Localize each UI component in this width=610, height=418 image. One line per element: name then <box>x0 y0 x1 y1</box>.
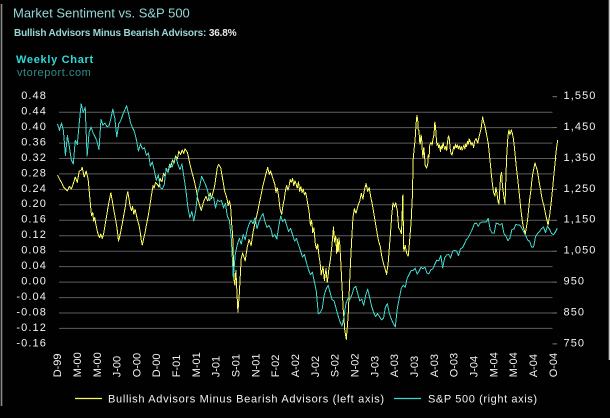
svg-text:-0.04: -0.04 <box>16 291 47 303</box>
svg-text:950: 950 <box>564 276 586 288</box>
svg-text:0.24: 0.24 <box>21 183 47 195</box>
svg-text:O-04: O-04 <box>548 353 560 377</box>
svg-text:0.20: 0.20 <box>21 198 47 210</box>
svg-text:M-01: M-01 <box>191 352 203 377</box>
svg-text:M-04: M-04 <box>488 352 500 377</box>
svg-text:1,150: 1,150 <box>564 214 597 226</box>
svg-text:M-04: M-04 <box>508 352 520 377</box>
svg-text:850: 850 <box>564 306 586 318</box>
svg-text:-0.08: -0.08 <box>16 306 47 318</box>
svg-text:1,550: 1,550 <box>564 90 597 102</box>
svg-text:Bullish Advisors Minus Bearish: Bullish Advisors Minus Bearish Advisors:… <box>14 28 237 39</box>
svg-text:0.16: 0.16 <box>21 214 47 226</box>
svg-text:0.28: 0.28 <box>21 167 47 179</box>
svg-text:J-00: J-00 <box>112 356 124 377</box>
svg-text:A-03: A-03 <box>389 354 401 377</box>
svg-text:1,350: 1,350 <box>564 152 597 164</box>
svg-text:Market Sentiment vs. S&P 500: Market Sentiment vs. S&P 500 <box>13 6 190 21</box>
svg-text:J-03: J-03 <box>369 356 381 377</box>
svg-text:M-00: M-00 <box>72 352 84 377</box>
svg-text:O-03: O-03 <box>449 353 461 377</box>
svg-text:S-02: S-02 <box>330 354 342 377</box>
svg-text:vtoreport.com: vtoreport.com <box>17 67 91 79</box>
svg-text:D-99: D-99 <box>52 353 64 377</box>
svg-text:A-02: A-02 <box>290 354 302 377</box>
svg-text:750: 750 <box>564 337 586 349</box>
svg-text:1,450: 1,450 <box>564 121 597 133</box>
svg-text:J-03: J-03 <box>409 356 421 377</box>
svg-text:0.36: 0.36 <box>21 137 47 149</box>
svg-text:S&P 500 (right axis): S&P 500 (right axis) <box>428 394 538 406</box>
svg-text:0.48: 0.48 <box>21 90 47 102</box>
svg-text:J-01: J-01 <box>211 356 223 377</box>
svg-text:S-01: S-01 <box>231 354 243 377</box>
svg-text:0.00: 0.00 <box>21 276 47 288</box>
svg-text:0.08: 0.08 <box>21 245 47 257</box>
svg-text:N-01: N-01 <box>250 353 262 377</box>
svg-text:0.12: 0.12 <box>21 229 47 241</box>
svg-text:0.40: 0.40 <box>21 121 47 133</box>
svg-text:A-04: A-04 <box>528 354 540 377</box>
svg-text:Bullish Advisors Minus Bearish: Bullish Advisors Minus Bearish Advisors … <box>108 394 385 406</box>
svg-text:0.44: 0.44 <box>21 106 47 118</box>
svg-text:1,050: 1,050 <box>564 245 597 257</box>
svg-text:M-00: M-00 <box>92 352 104 377</box>
svg-text:N-02: N-02 <box>350 353 362 377</box>
svg-text:F-01: F-01 <box>171 355 183 378</box>
svg-text:J-02: J-02 <box>310 356 322 377</box>
svg-text:1,250: 1,250 <box>564 183 597 195</box>
svg-text:0.04: 0.04 <box>21 260 47 272</box>
svg-text:-0.12: -0.12 <box>16 322 47 334</box>
svg-text:O-00: O-00 <box>131 353 143 377</box>
svg-text:F-02: F-02 <box>270 355 282 378</box>
svg-text:J-04: J-04 <box>469 356 481 377</box>
svg-text:0.32: 0.32 <box>21 152 47 164</box>
svg-text:Weekly Chart: Weekly Chart <box>16 54 94 66</box>
svg-text:A-03: A-03 <box>429 354 441 377</box>
svg-text:D-00: D-00 <box>151 353 163 377</box>
svg-text:-0.16: -0.16 <box>16 337 47 349</box>
